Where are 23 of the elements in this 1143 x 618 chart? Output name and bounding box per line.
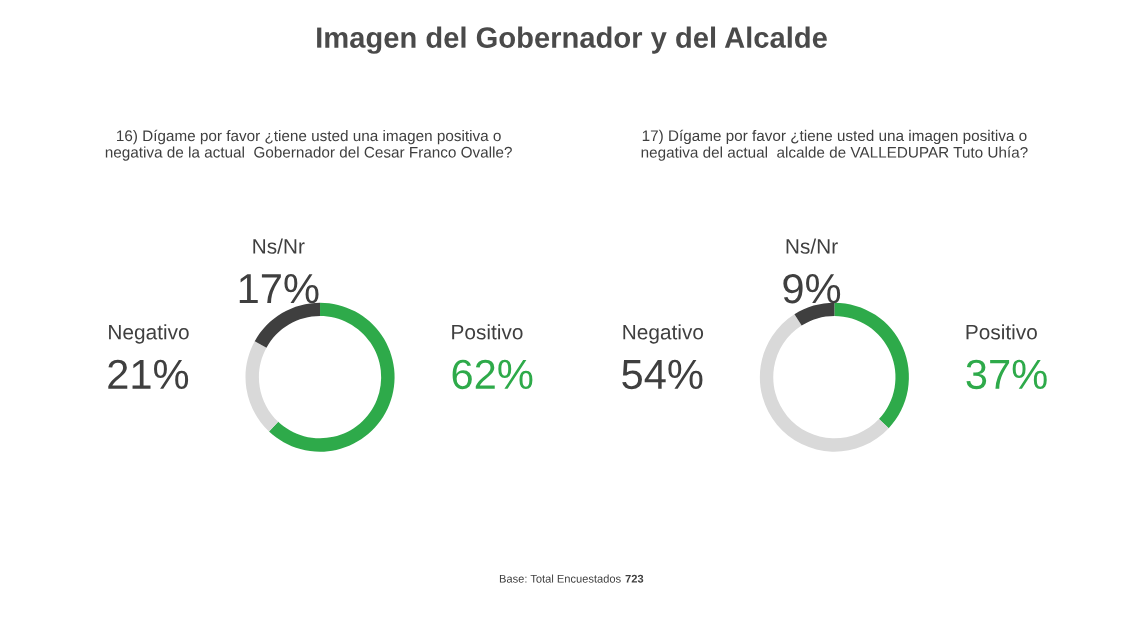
donut-slice — [245, 341, 279, 432]
data-label: 37% — [966, 359, 1047, 390]
text: 723 — [625, 574, 644, 583]
slice-label: Positivo — [452, 324, 523, 340]
chart-title: Imagen del Gobernador y del Alcalde — [317, 26, 827, 54]
donut-slice — [794, 302, 835, 326]
slice-label: Positivo — [966, 324, 1037, 340]
data-label: 54% — [622, 359, 703, 390]
donut-slice — [254, 302, 321, 348]
donut-slice — [834, 302, 909, 429]
data-label: 9% — [783, 273, 841, 304]
data-label: 21% — [108, 359, 189, 389]
donut-slice — [269, 302, 395, 452]
slice-label: Negativo — [623, 324, 704, 344]
text: Base: Total Encuestados — [499, 574, 621, 583]
slice-label: Negativo — [109, 324, 189, 344]
slice-label: Ns/Nr — [786, 238, 838, 254]
data-label: 62% — [452, 359, 533, 390]
slice-label: Ns/Nr — [253, 238, 305, 254]
donut-slice — [759, 314, 889, 452]
data-label: 17% — [239, 274, 319, 304]
chart-subtitle: 17) Dígame por favor ¿tiene usted una imagen positiva o negativa del actual alcalde de VALLEDUPAR Tuto Uhía? — [641, 129, 1028, 161]
chart-subtitle: 16) Dígame por favor ¿tiene usted una imagen positiva o negativa de la actual Gobernador del Cesar Franco Ovalle? — [105, 129, 512, 161]
